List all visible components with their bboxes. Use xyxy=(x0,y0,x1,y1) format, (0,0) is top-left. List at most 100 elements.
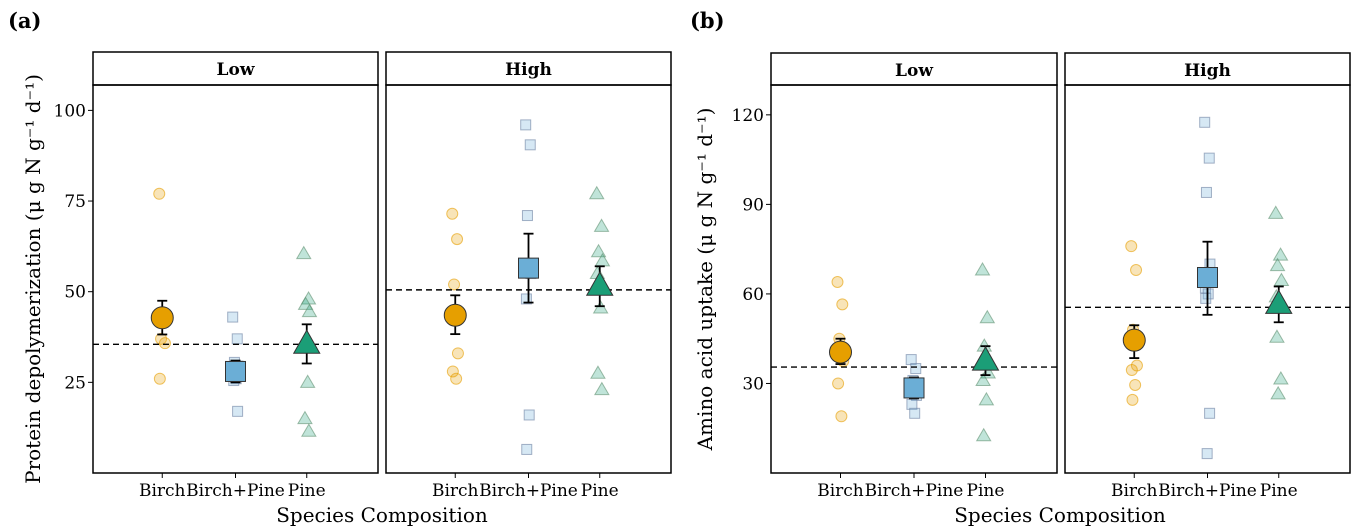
mean-point-birch-pine xyxy=(1197,267,1218,289)
raw-point-birch-pine xyxy=(232,405,244,417)
y-tick-label: 90 xyxy=(742,195,764,215)
raw-point-birch-pine xyxy=(1199,116,1211,128)
raw-point-pine xyxy=(301,303,318,318)
x-tick-label: Pine xyxy=(967,481,1005,501)
raw-point-birch-pine xyxy=(521,210,533,222)
raw-point-pine xyxy=(978,391,995,406)
raw-point-birch xyxy=(158,337,171,350)
x-axis-title: Species Composition xyxy=(276,503,488,527)
raw-point-birch xyxy=(153,187,166,200)
x-tick-label: Birch xyxy=(817,481,864,501)
mean-point-pine xyxy=(1264,289,1293,314)
raw-point-pine xyxy=(1272,247,1289,261)
raw-point-birch-pine xyxy=(909,407,921,419)
y-tick-label: 25 xyxy=(64,373,86,393)
facet-low: Low Birch Birch+Pine Pine xyxy=(92,51,379,501)
facet-strip-label: Low xyxy=(217,60,255,80)
raw-point-birch-pine xyxy=(1200,292,1212,304)
raw-point-birch xyxy=(1125,240,1138,253)
x-tick-label: Birch+Pine xyxy=(479,481,578,501)
raw-point-pine xyxy=(295,245,312,260)
facet-strip-label: High xyxy=(1184,61,1231,81)
raw-point-pine xyxy=(1273,272,1290,286)
raw-point-birch-pine xyxy=(906,398,918,410)
y-axis-unit: (μ g N g⁻¹ d⁻¹) xyxy=(21,74,45,221)
facet-strip-label: Low xyxy=(895,61,933,81)
x-tick-label: Pine xyxy=(1260,481,1298,501)
raw-point-birch xyxy=(831,275,844,288)
raw-point-pine xyxy=(975,427,992,442)
raw-point-pine xyxy=(588,185,605,200)
raw-point-pine xyxy=(299,374,316,388)
panel-tag: (a) xyxy=(8,8,41,33)
y-tick-label: 60 xyxy=(742,285,764,305)
raw-point-pine xyxy=(593,218,610,232)
raw-point-pine xyxy=(300,423,317,437)
raw-point-birch xyxy=(832,377,845,390)
raw-point-pine xyxy=(1267,205,1284,219)
y-axis-label: Protein depolymerization xyxy=(21,221,45,484)
raw-point-birch xyxy=(153,372,166,385)
raw-point-birch-pine xyxy=(910,363,922,375)
y-tick-label: 120 xyxy=(732,106,764,126)
x-tick-label: Birch xyxy=(1111,481,1158,501)
y-tick-label: 100 xyxy=(54,101,86,121)
mean-point-birch xyxy=(150,306,174,330)
mean-point-birch xyxy=(1122,328,1146,352)
y-axis-label: Amino acid uptake xyxy=(693,255,717,452)
mean-point-pine xyxy=(585,271,614,296)
raw-point-pine xyxy=(979,309,996,324)
raw-point-birch xyxy=(446,207,459,220)
x-tick-label: Pine xyxy=(288,481,326,501)
x-tick-label: Birch xyxy=(139,481,186,501)
facet-high: High Birch Birch+Pine Pine xyxy=(385,51,672,501)
facet-strip xyxy=(385,51,672,86)
raw-point-birch xyxy=(1130,264,1143,277)
mean-point-pine xyxy=(292,329,321,354)
facet-strip xyxy=(770,52,1058,86)
raw-point-birch xyxy=(835,410,848,423)
facet-high: High Birch Birch+Pine Pine xyxy=(1064,52,1351,501)
facet-low: Low Birch Birch+Pine Pine xyxy=(770,52,1058,501)
x-tick-label: Birch+Pine xyxy=(1158,481,1257,501)
x-tick-label: Birch+Pine xyxy=(865,481,964,501)
raw-point-birch-pine xyxy=(231,333,243,345)
facet-strip xyxy=(92,51,379,86)
raw-point-birch-pine xyxy=(520,293,532,305)
raw-point-pine xyxy=(975,372,991,386)
raw-point-pine xyxy=(1269,329,1285,343)
raw-point-birch xyxy=(451,347,464,360)
raw-point-birch-pine xyxy=(1200,186,1212,198)
raw-point-birch-pine xyxy=(524,139,536,151)
mean-point-birch xyxy=(443,303,467,327)
panel-tag: (b) xyxy=(690,8,725,33)
y-axis-title: Amino acid uptake (μ g N g⁻¹ d⁻¹) xyxy=(693,108,717,452)
raw-point-birch xyxy=(448,278,461,291)
mean-point-birch-pine xyxy=(903,377,925,399)
facet-strip xyxy=(1064,52,1351,86)
raw-point-birch-pine xyxy=(523,409,535,421)
raw-point-birch-pine xyxy=(1204,407,1216,419)
raw-point-pine xyxy=(1272,370,1289,385)
raw-point-pine xyxy=(297,296,314,310)
y-tick-label: 50 xyxy=(64,283,86,303)
y-axis-title: Protein depolymerization (μ g N g⁻¹ d⁻¹) xyxy=(21,74,45,484)
raw-point-pine xyxy=(593,381,610,396)
raw-point-birch xyxy=(450,372,463,385)
mean-point-pine xyxy=(971,346,1000,371)
x-tick-label: Pine xyxy=(581,481,619,501)
mean-point-birch-pine xyxy=(225,360,246,382)
raw-point-birch-pine xyxy=(1201,448,1213,460)
raw-point-birch xyxy=(1126,393,1139,406)
x-tick-label: Birch xyxy=(432,481,479,501)
raw-point-birch xyxy=(1125,364,1138,377)
raw-point-pine xyxy=(1269,257,1286,272)
mean-point-birch-pine xyxy=(518,257,539,279)
raw-point-birch-pine xyxy=(1203,152,1215,164)
raw-point-pine xyxy=(297,410,313,425)
raw-point-pine xyxy=(1270,385,1287,400)
raw-point-birch xyxy=(836,298,849,311)
y-axis-unit: (μ g N g⁻¹ d⁻¹) xyxy=(693,108,717,255)
raw-point-birch-pine xyxy=(227,311,239,323)
y-tick-label: 75 xyxy=(64,192,86,212)
